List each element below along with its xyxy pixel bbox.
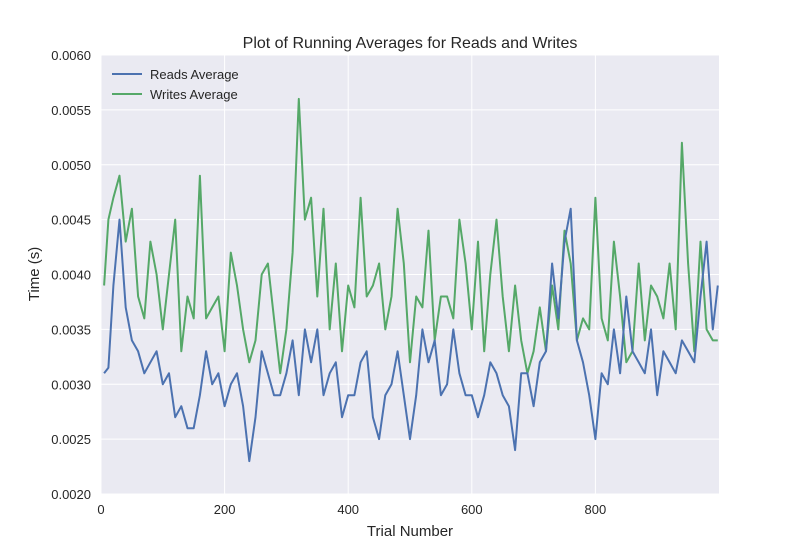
grid-lines [100,54,719,495]
y-tick-label: 0.0025 [51,432,91,447]
y-tick-label: 0.0060 [51,48,91,63]
x-tick-label: 600 [461,502,483,517]
chart-title: Plot of Running Averages for Reads and W… [243,35,578,52]
y-tick-label: 0.0030 [51,377,91,392]
x-tick-label: 200 [214,502,236,517]
x-axis-label: Trial Number [367,523,453,540]
y-tick-label: 0.0040 [51,268,91,283]
y-axis-label: Time (s) [26,247,43,301]
y-tick-label: 0.0045 [51,213,91,228]
x-tick-label: 400 [337,502,359,517]
x-tick-label: 0 [97,502,104,517]
series-lines [103,97,719,463]
y-axis-ticks: 0.0020 0.0025 0.0030 0.0035 0.0040 0.0045 0.00… [51,48,91,502]
series-line-reads-average [103,207,719,463]
x-axis-ticks: 0 200 400 600 800 [97,502,606,517]
series-line-writes-average [103,97,718,375]
y-tick-label: 0.0055 [51,103,91,118]
y-tick-label: 0.0020 [51,487,91,502]
x-tick-label: 800 [585,502,607,517]
y-tick-label: 0.0050 [51,158,91,173]
legend: Reads Average Writes Average [112,67,239,102]
legend-label-reads: Reads Average [150,67,239,82]
y-tick-label: 0.0035 [51,322,91,337]
legend-label-writes: Writes Average [150,87,238,102]
